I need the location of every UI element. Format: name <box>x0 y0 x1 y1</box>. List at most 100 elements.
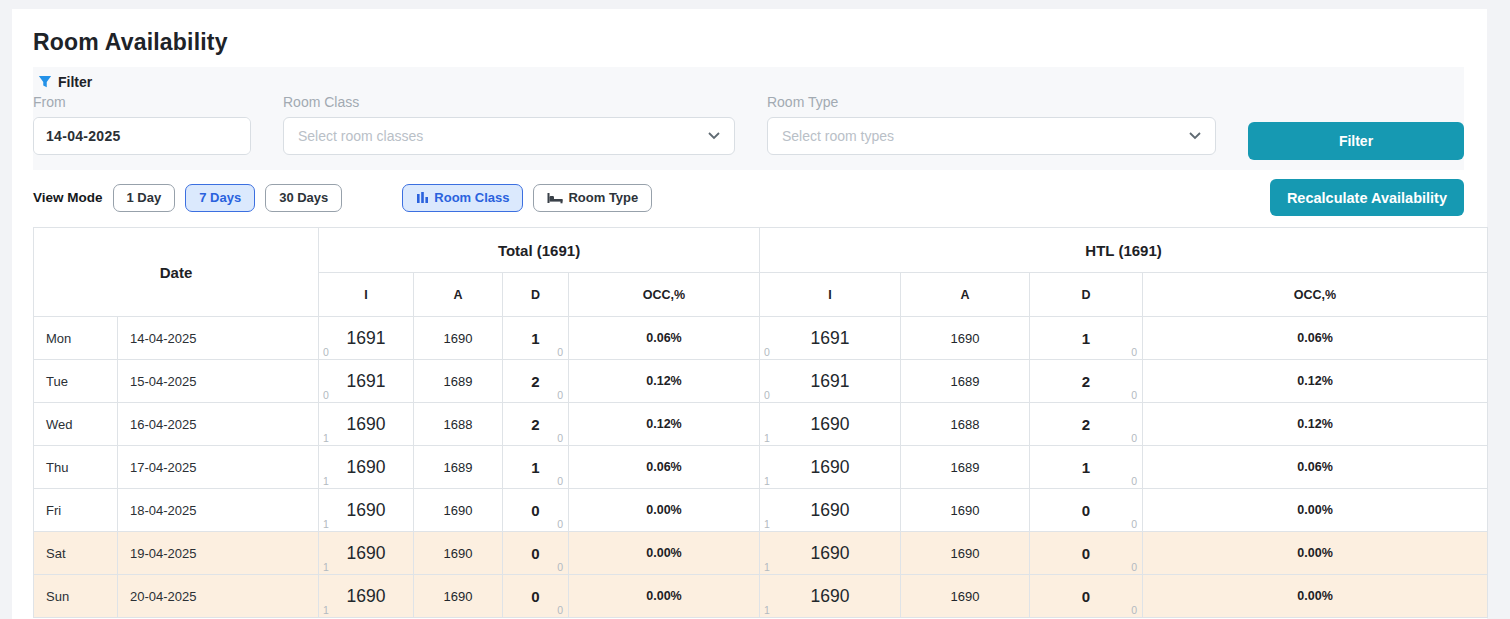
view-mode-30-days[interactable]: 30 Days <box>265 184 342 212</box>
htl-deduct-cell: 20 <box>1030 403 1143 446</box>
total-deduct-cell: 00 <box>503 575 569 618</box>
htl-deduct-cell: 10 <box>1030 446 1143 489</box>
total-inventory-cell: 11690 <box>319 575 414 618</box>
view-mode-button-group: 1 Day 7 Days 30 Days <box>113 184 353 212</box>
total-available-cell: 1689 <box>414 446 503 489</box>
htl-deduct-cell: 20 <box>1030 360 1143 403</box>
htl-deduct-cell: 10 <box>1030 317 1143 360</box>
date-cell: 14-04-2025 <box>118 317 319 360</box>
room-type-select[interactable]: Select room types <box>767 117 1216 155</box>
from-label: From <box>33 94 251 110</box>
filter-funnel-icon <box>38 75 52 89</box>
total-available-cell: 1690 <box>414 489 503 532</box>
toolbar: View Mode 1 Day7 Days30 Days Room ClassR… <box>33 179 1464 216</box>
total-occupancy-cell: 0.12% <box>569 360 760 403</box>
recalculate-availability-button[interactable]: Recalculate Availability <box>1270 179 1464 216</box>
group-toggle-button-group: Room Class Room Type <box>402 184 662 212</box>
view-mode-label: View Mode <box>33 190 103 205</box>
htl-available-cell: 1690 <box>901 317 1030 360</box>
day-cell: Wed <box>34 403 118 446</box>
filter-button[interactable]: Filter <box>1248 122 1464 160</box>
sub-header-a: A <box>414 273 503 317</box>
total-occupancy-cell: 0.06% <box>569 446 760 489</box>
htl-deduct-cell: 00 <box>1030 489 1143 532</box>
date-cell: 15-04-2025 <box>118 360 319 403</box>
htl-occupancy-cell: 0.12% <box>1143 360 1488 403</box>
toggle-room-class[interactable]: Room Class <box>402 184 523 212</box>
total-occupancy-cell: 0.06% <box>569 317 760 360</box>
date-cell: 20-04-2025 <box>118 575 319 618</box>
htl-available-cell: 1688 <box>901 403 1030 446</box>
htl-occupancy-cell: 0.00% <box>1143 575 1488 618</box>
htl-available-cell: 1689 <box>901 446 1030 489</box>
sub-header-occ: OCC,% <box>569 273 760 317</box>
total-deduct-cell: 00 <box>503 489 569 532</box>
htl-inventory-cell: 11690 <box>760 446 901 489</box>
from-date-input[interactable] <box>34 118 251 154</box>
room-class-select[interactable]: Select room classes <box>283 117 735 155</box>
day-cell: Tue <box>34 360 118 403</box>
total-occupancy-cell: 0.00% <box>569 532 760 575</box>
room-class-placeholder: Select room classes <box>298 128 423 144</box>
htl-occupancy-cell: 0.06% <box>1143 317 1488 360</box>
sub-header-i: I <box>319 273 414 317</box>
total-deduct-cell: 00 <box>503 532 569 575</box>
table-row: Sun20-04-2025116901690000.00%11690169000… <box>34 575 1488 618</box>
date-cell: 16-04-2025 <box>118 403 319 446</box>
total-occupancy-cell: 0.00% <box>569 489 760 532</box>
htl-available-cell: 1690 <box>901 532 1030 575</box>
sub-header-d: D <box>1030 273 1143 317</box>
date-column-header: Date <box>34 228 319 317</box>
htl-occupancy-cell: 0.06% <box>1143 446 1488 489</box>
htl-inventory-cell: 11690 <box>760 403 901 446</box>
total-available-cell: 1689 <box>414 360 503 403</box>
htl-inventory-cell: 11690 <box>760 575 901 618</box>
chevron-down-icon <box>1189 132 1201 140</box>
table-row: Mon14-04-2025016911690100.06%01691169010… <box>34 317 1488 360</box>
day-cell: Mon <box>34 317 118 360</box>
room-class-label: Room Class <box>283 94 735 110</box>
total-inventory-cell: 11690 <box>319 403 414 446</box>
htl-inventory-cell: 01691 <box>760 317 901 360</box>
from-date-group <box>33 117 251 155</box>
htl-available-cell: 1690 <box>901 489 1030 532</box>
availability-table: Date Total (1691)HTL (1691) IADOCC,%IADO… <box>33 227 1488 618</box>
htl-deduct-cell: 00 <box>1030 575 1143 618</box>
total-available-cell: 1690 <box>414 532 503 575</box>
sub-header-a: A <box>901 273 1030 317</box>
htl-occupancy-cell: 0.12% <box>1143 403 1488 446</box>
group-header: Total (1691) <box>319 228 760 273</box>
htl-available-cell: 1689 <box>901 360 1030 403</box>
view-mode-1-day[interactable]: 1 Day <box>113 184 176 212</box>
filter-section-label: Filter <box>58 74 92 90</box>
sub-header-d: D <box>503 273 569 317</box>
date-cell: 19-04-2025 <box>118 532 319 575</box>
total-deduct-cell: 10 <box>503 446 569 489</box>
htl-occupancy-cell: 0.00% <box>1143 532 1488 575</box>
htl-inventory-cell: 11690 <box>760 532 901 575</box>
total-inventory-cell: 11690 <box>319 446 414 489</box>
view-mode-7-days[interactable]: 7 Days <box>185 184 255 212</box>
htl-available-cell: 1690 <box>901 575 1030 618</box>
total-inventory-cell: 11690 <box>319 532 414 575</box>
htl-inventory-cell: 11690 <box>760 489 901 532</box>
day-cell: Thu <box>34 446 118 489</box>
room-type-label: Room Type <box>767 94 1216 110</box>
toggle-room-type[interactable]: Room Type <box>533 184 652 212</box>
day-cell: Sun <box>34 575 118 618</box>
total-occupancy-cell: 0.12% <box>569 403 760 446</box>
bar-chart-icon <box>416 191 429 204</box>
total-inventory-cell: 11690 <box>319 489 414 532</box>
htl-deduct-cell: 00 <box>1030 532 1143 575</box>
date-cell: 17-04-2025 <box>118 446 319 489</box>
bed-icon <box>547 192 563 204</box>
total-deduct-cell: 20 <box>503 360 569 403</box>
total-available-cell: 1690 <box>414 317 503 360</box>
htl-occupancy-cell: 0.00% <box>1143 489 1488 532</box>
total-deduct-cell: 20 <box>503 403 569 446</box>
table-row: Thu17-04-2025116901689100.06%11690168910… <box>34 446 1488 489</box>
table-row: Tue15-04-2025016911689200.12%01691168920… <box>34 360 1488 403</box>
room-type-placeholder: Select room types <box>782 128 894 144</box>
day-cell: Sat <box>34 532 118 575</box>
toggle-label: Room Type <box>568 190 638 205</box>
